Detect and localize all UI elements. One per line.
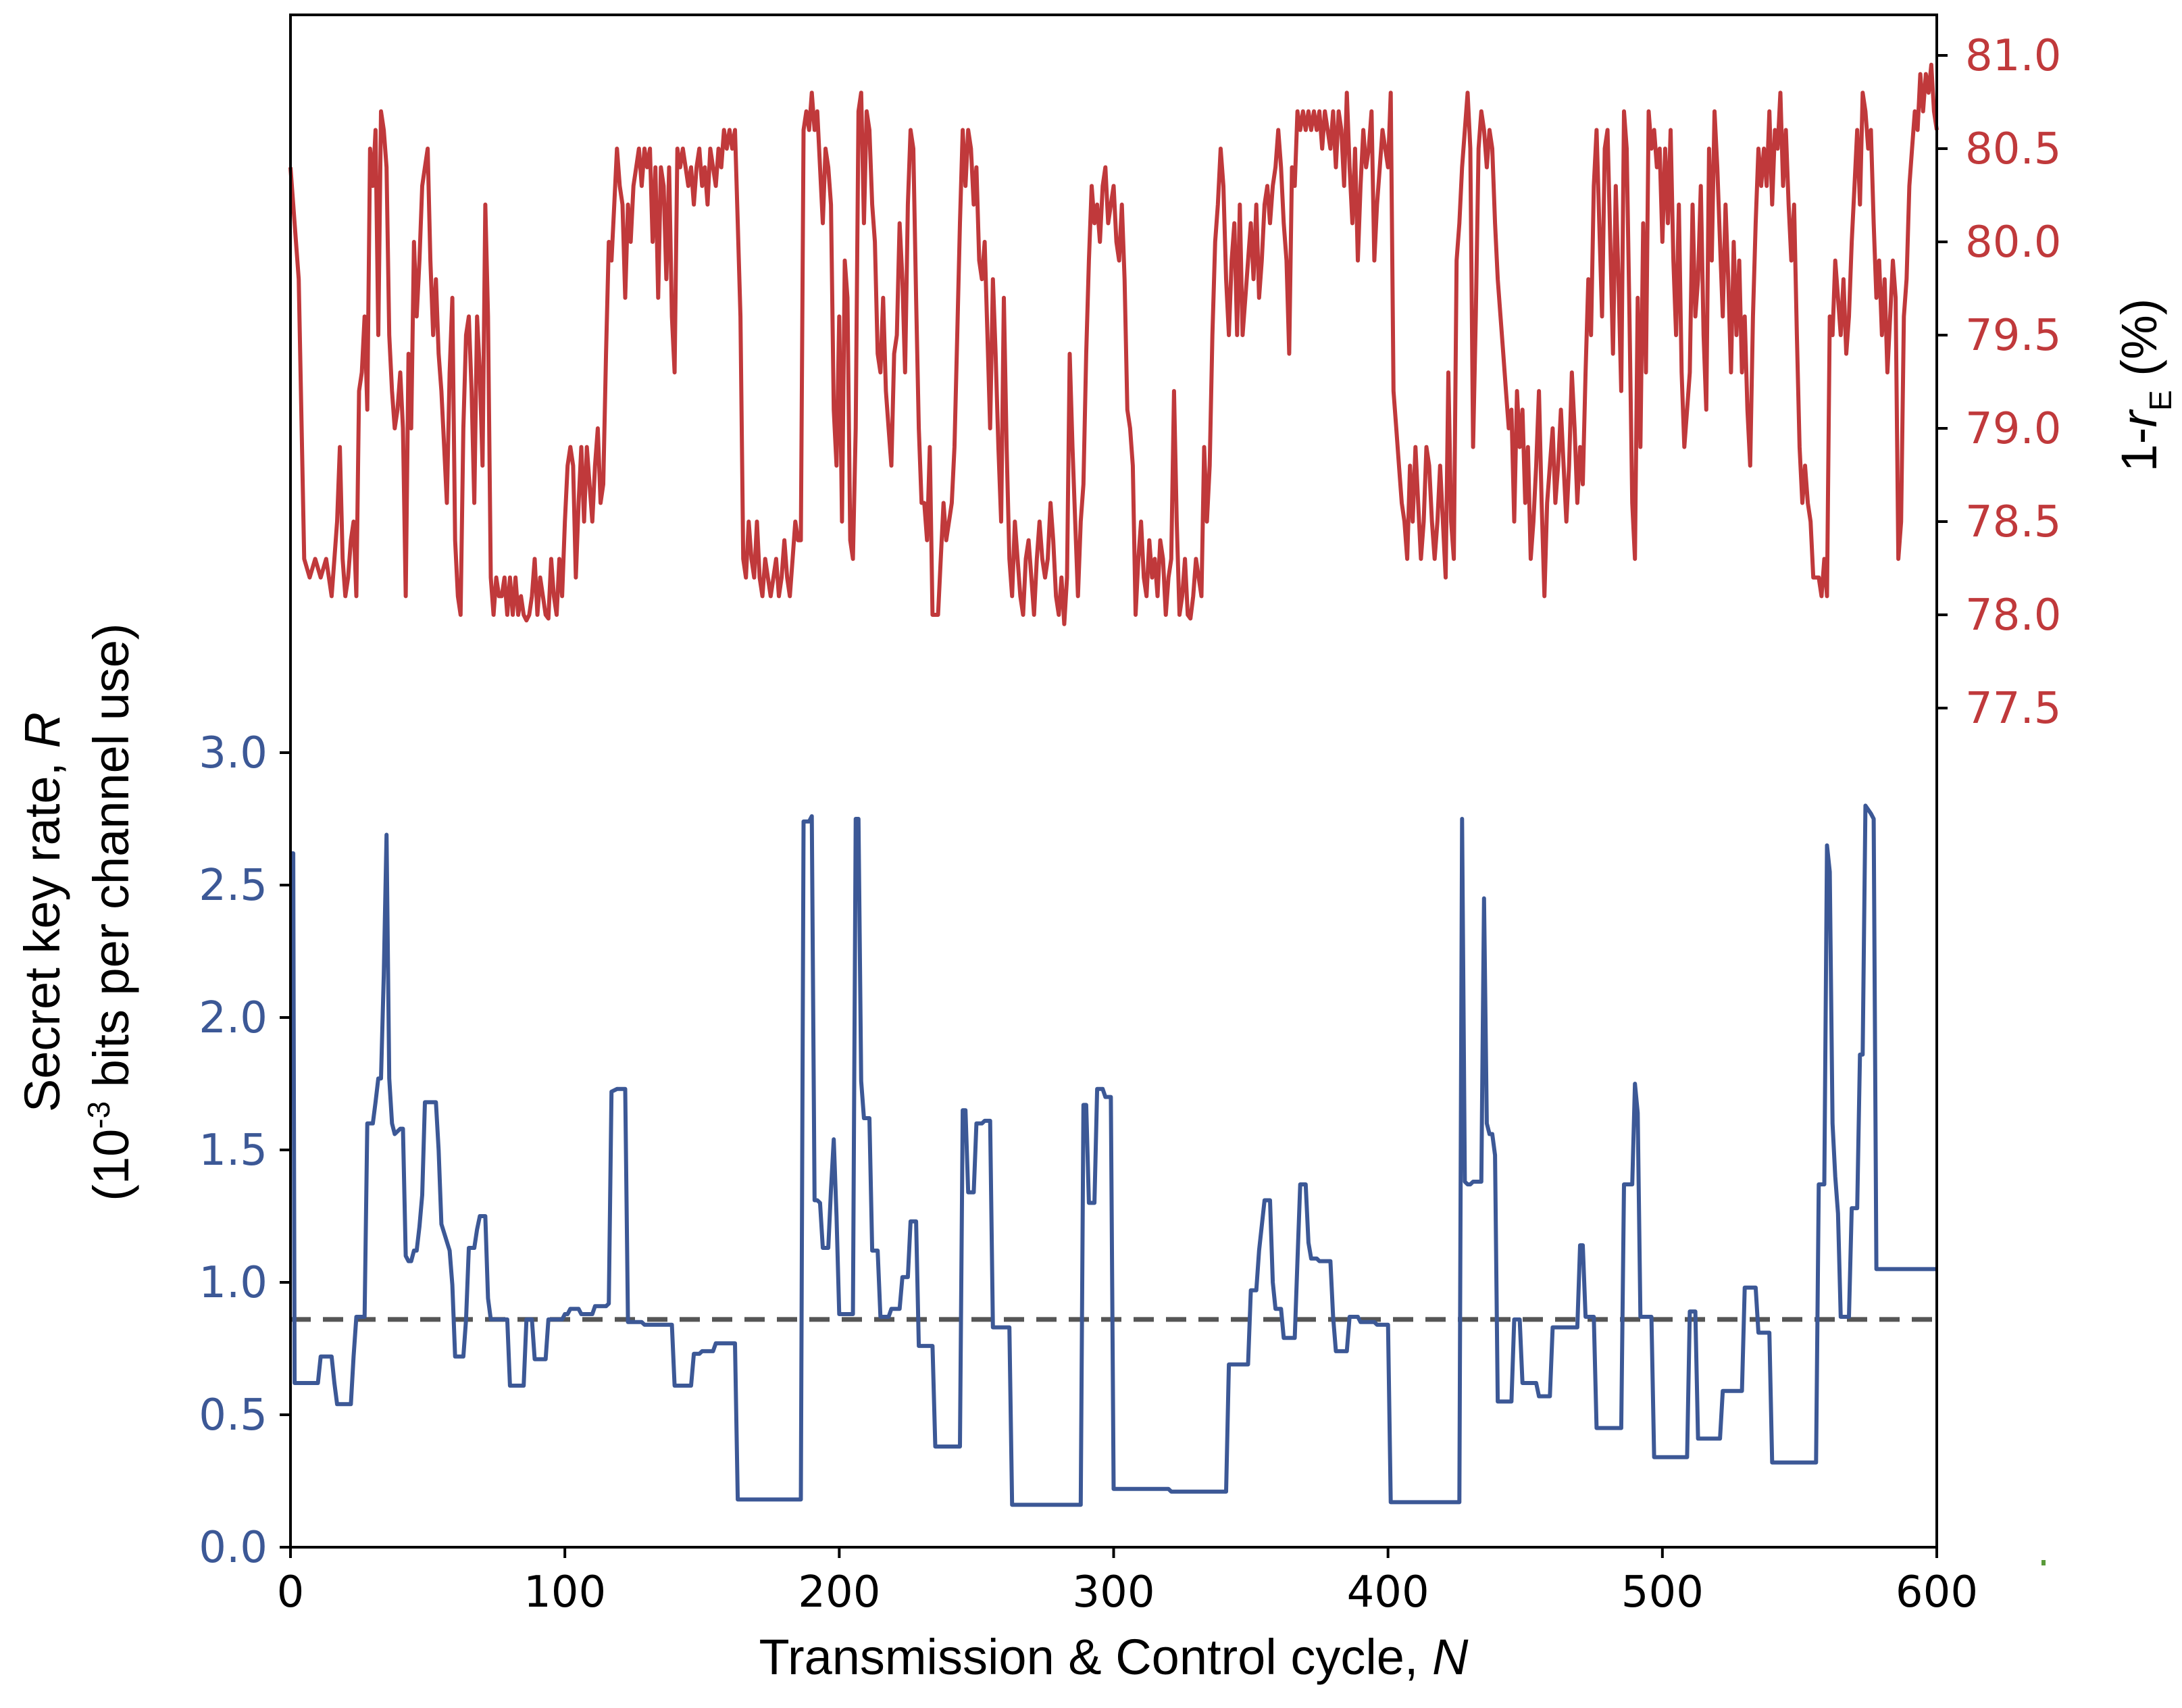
left-tick-label: 0.0 [199, 1523, 268, 1573]
right-axis-label: 1-rE (%) [2111, 299, 2178, 472]
right-tick-label: 78.0 [1965, 591, 2062, 640]
left-tick-label: 0.5 [199, 1390, 268, 1440]
left-axis-label-units: (10-3 bits per channel use) [81, 623, 139, 1201]
left-tick-label: 2.0 [199, 993, 268, 1043]
series-line-key-rate [290, 803, 1937, 1507]
x-tick-label: 400 [1347, 1567, 1429, 1617]
left-axis-label-line1: Secret key rate, R [14, 712, 70, 1112]
left-axis-units-sup: -3 [81, 1101, 116, 1129]
labels-layer: 0 100 200 300 400 500 600 0.0 0.5 1.0 1.5 2.0 2.5 3.0… [14, 31, 2178, 1685]
left-axis-label-main: Secret key rate, [14, 748, 70, 1112]
left-axis-label-var: R [14, 712, 70, 748]
series-layer [288, 62, 1939, 1507]
x-tick-label: 200 [798, 1567, 880, 1617]
right-axis-label-text: 1-rE (%) [2111, 299, 2178, 472]
x-axis-label-var: N [1432, 1629, 1469, 1685]
grid-layer [280, 54, 1948, 1558]
x-axis-label: Transmission & Control cycle, N [759, 1629, 1469, 1685]
left-tick-label: 1.5 [199, 1126, 268, 1176]
right-tick-label: 77.5 [1965, 684, 2062, 734]
left-tick-label: 1.0 [199, 1258, 268, 1308]
right-tick-label: 80.5 [1965, 124, 2062, 174]
x-tick-label: 300 [1072, 1567, 1155, 1617]
left-tick-label: 3.0 [199, 728, 268, 778]
right-axis-label-suffix: (%) [2111, 299, 2167, 391]
right-axis-label-prefix: 1- [2111, 428, 2167, 472]
series-line-1-rE [288, 62, 1939, 626]
right-axis-label-var: r [2111, 409, 2167, 428]
axes-frame [289, 14, 1938, 1549]
right-tick-label: 79.0 [1965, 404, 2062, 454]
left-axis-label-text: Secret key rate, R [14, 712, 70, 1112]
left-axis-label-line2: (10-3 bits per channel use) [81, 623, 139, 1201]
x-tick-label: 500 [1621, 1567, 1704, 1617]
stray-marker [2041, 1560, 2046, 1565]
left-tick-label: 2.5 [199, 861, 268, 911]
right-tick-label: 80.0 [1965, 218, 2062, 268]
left-axis-units-open: (10 [83, 1129, 139, 1201]
x-tick-label: 100 [524, 1567, 606, 1617]
right-axis-label-sub: E [2143, 390, 2178, 411]
right-tick-label: 79.5 [1965, 311, 2062, 361]
left-axis-units-rest: bits per channel use) [83, 623, 139, 1101]
x-axis-label-text: Transmission & Control cycle, [759, 1629, 1433, 1685]
x-tick-label: 0 [277, 1567, 305, 1617]
right-tick-label: 81.0 [1965, 31, 2062, 81]
right-tick-label: 78.5 [1965, 497, 2062, 547]
x-tick-label: 600 [1896, 1567, 1978, 1617]
